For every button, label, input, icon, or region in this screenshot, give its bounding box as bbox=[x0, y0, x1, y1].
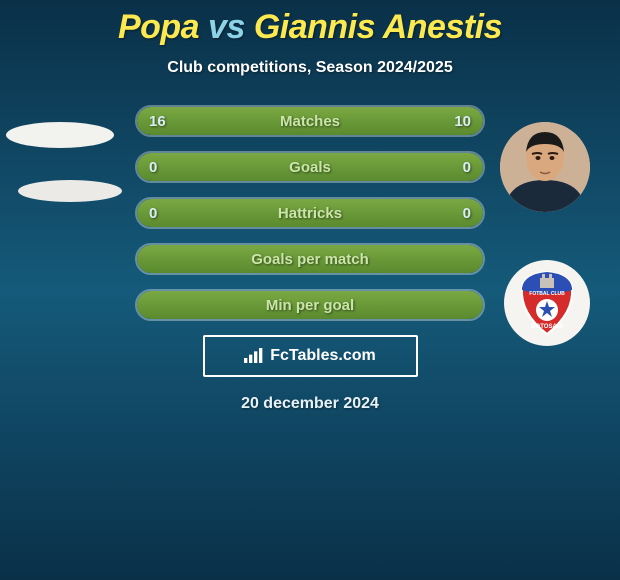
stat-label: Hattricks bbox=[278, 205, 342, 222]
title-player-2: Giannis Anestis bbox=[254, 8, 502, 46]
svg-text:FOTBAL CLUB: FOTBAL CLUB bbox=[529, 291, 565, 297]
stat-value-right: 10 bbox=[454, 113, 471, 130]
stat-value-left: 0 bbox=[149, 159, 157, 176]
title-vs: vs bbox=[208, 8, 245, 46]
subtitle: Club competitions, Season 2024/2025 bbox=[0, 59, 620, 77]
player-2-club-badge: FOTBAL CLUB BOTOSANI bbox=[504, 260, 590, 346]
stat-value-left: 16 bbox=[149, 113, 166, 130]
stat-label: Goals bbox=[289, 159, 331, 176]
stat-value-right: 0 bbox=[463, 159, 471, 176]
chart-icon bbox=[244, 348, 264, 364]
date-label: 20 december 2024 bbox=[0, 395, 620, 413]
stat-row: Goals per match bbox=[135, 243, 485, 275]
stat-label: Goals per match bbox=[251, 251, 369, 268]
player-1-avatar-placeholder bbox=[6, 122, 114, 148]
stat-label: Min per goal bbox=[266, 297, 354, 314]
stat-label: Matches bbox=[280, 113, 340, 130]
source-badge-text: FcTables.com bbox=[270, 347, 376, 365]
page-title: Popa vs Giannis Anestis bbox=[0, 8, 620, 47]
source-badge[interactable]: FcTables.com bbox=[203, 335, 418, 377]
stat-value-right: 0 bbox=[463, 205, 471, 222]
stats-panel: 16 10 Matches 0 0 Goals 0 0 Hattricks Goals per m… bbox=[135, 105, 485, 321]
svg-text:BOTOSANI: BOTOSANI bbox=[531, 324, 563, 330]
stat-row: Min per goal bbox=[135, 289, 485, 321]
player-2-avatar bbox=[500, 122, 590, 212]
stat-value-left: 0 bbox=[149, 205, 157, 222]
stat-row: 0 0 Goals bbox=[135, 151, 485, 183]
title-player-1: Popa bbox=[118, 8, 199, 46]
stat-row: 16 10 Matches bbox=[135, 105, 485, 137]
stat-row: 0 0 Hattricks bbox=[135, 197, 485, 229]
player-1-club-placeholder bbox=[18, 180, 122, 202]
